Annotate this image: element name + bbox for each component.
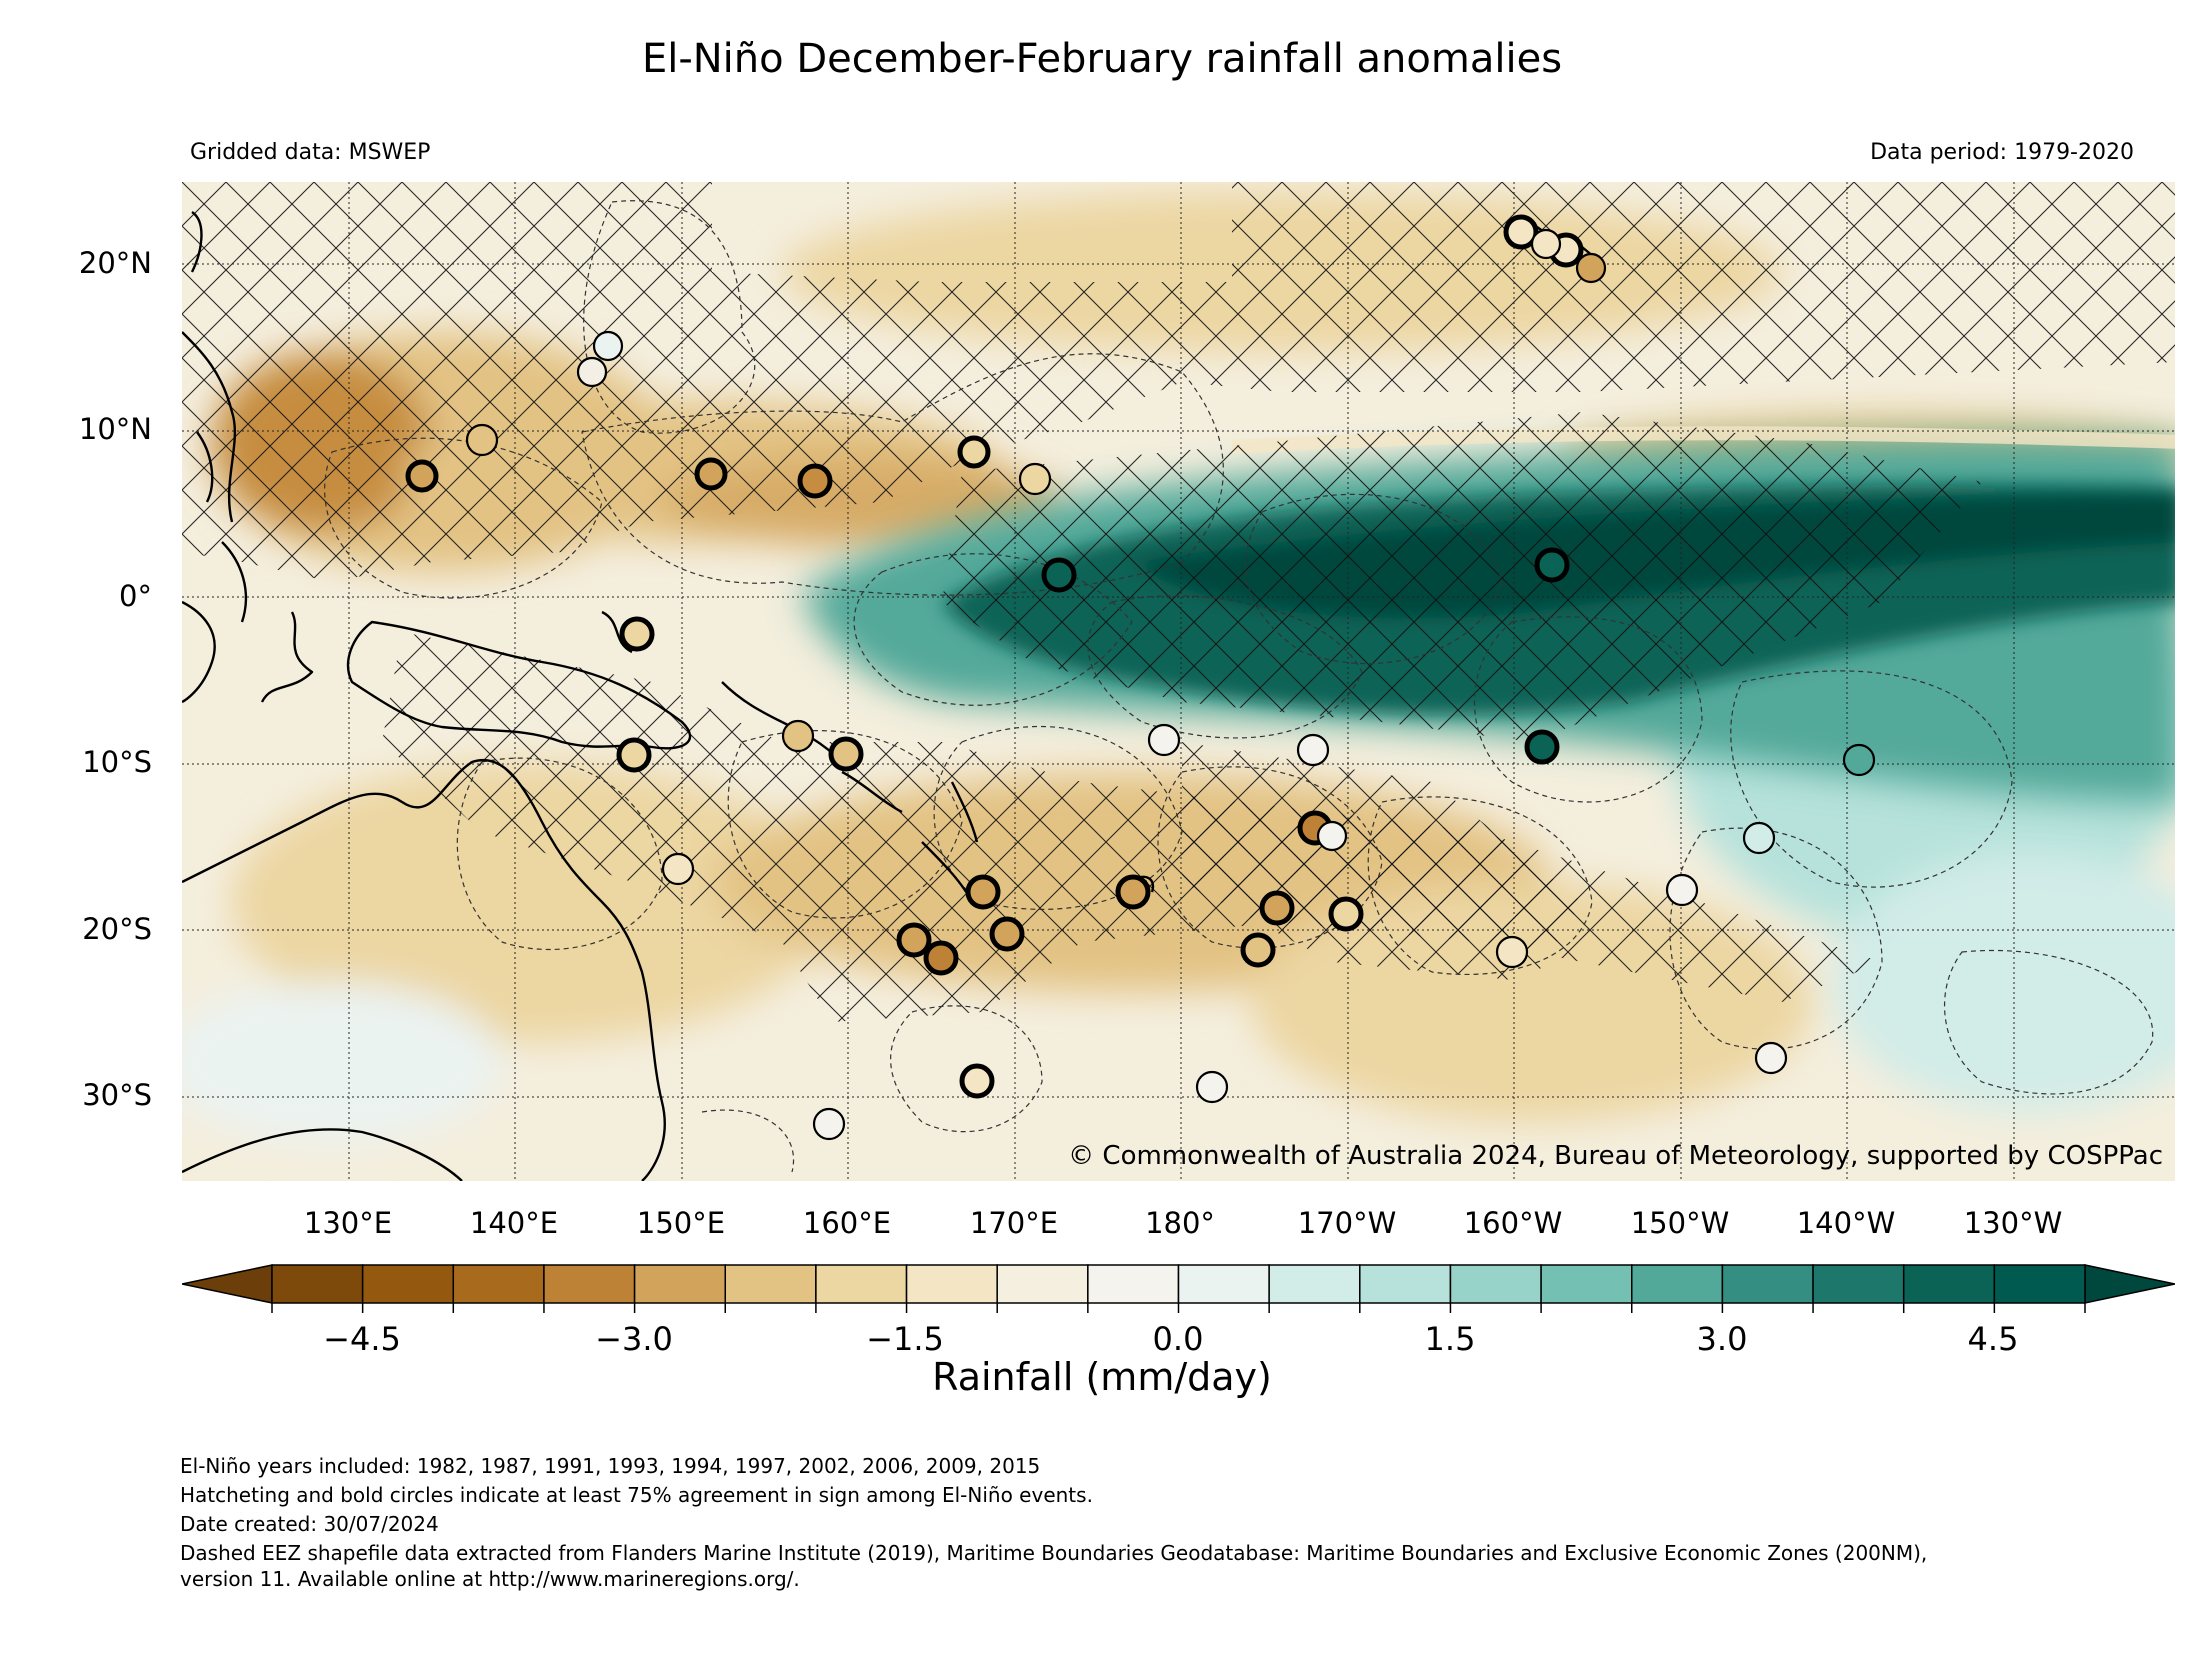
eez-boundaries: [324, 200, 2154, 1173]
lon-label-180: 180°: [1145, 1206, 1215, 1240]
colorbar-svg: [181, 1264, 2176, 1313]
colorbar-bin: [271, 1264, 364, 1304]
colorbar-bin: [1721, 1264, 1814, 1304]
footer-eez-source: Dashed EEZ shapefile data extracted from…: [180, 1541, 1928, 1565]
colorbar-tick-label: 3.0: [1696, 1320, 1748, 1358]
colorbar-bin: [1540, 1264, 1633, 1304]
footer-eez-source-cont: version 11. Available online at http://w…: [180, 1567, 800, 1591]
lat-label-10n: 10°N: [78, 412, 152, 446]
colorbar-bin: [1268, 1264, 1361, 1304]
graticule: [182, 182, 2175, 1181]
lat-label-10s: 10°S: [82, 745, 152, 779]
colorbar-tick-label: −3.0: [595, 1320, 673, 1358]
lon-label-160e: 160°E: [802, 1206, 892, 1240]
lon-label-150e: 150°E: [636, 1206, 726, 1240]
lon-label-160w: 160°W: [1463, 1206, 1563, 1240]
copyright-notice: © Commonwealth of Australia 2024, Bureau…: [1068, 1141, 2163, 1171]
map-canvas: [182, 182, 2175, 1181]
lat-label-0: 0°: [119, 579, 152, 613]
lat-label-20s: 20°S: [82, 912, 152, 946]
footer-hatching-note: Hatcheting and bold circles indicate at …: [180, 1483, 1093, 1507]
colorbar-tick-label: 0.0: [1152, 1320, 1204, 1358]
colorbar-bin: [1359, 1264, 1452, 1304]
colorbar-bin: [1087, 1264, 1180, 1304]
lon-label-140e: 140°E: [469, 1206, 559, 1240]
data-source-label: Gridded data: MSWEP: [190, 140, 431, 165]
colorbar-tick-label: 4.5: [1967, 1320, 2019, 1358]
colorbar-bin: [1449, 1264, 1542, 1304]
lon-label-130w: 130°W: [1963, 1206, 2063, 1240]
lon-label-170w: 170°W: [1297, 1206, 1397, 1240]
colorbar-bin: [452, 1264, 545, 1304]
station-bold-circles: [405, 214, 1584, 1099]
colorbar-bin: [1993, 1264, 2086, 1304]
footer-date-created: Date created: 30/07/2024: [180, 1512, 439, 1536]
colorbar-bin: [815, 1264, 908, 1304]
colorbar-bin: [1631, 1264, 1724, 1304]
colorbar-tick-label: −4.5: [323, 1320, 401, 1358]
map-title: El-Niño December-February rainfall anoma…: [641, 36, 1563, 82]
lat-label-30s: 30°S: [82, 1078, 152, 1112]
colorbar-bin: [1177, 1264, 1270, 1304]
station-markers: [405, 214, 1876, 1141]
colorbar-bin: [905, 1264, 998, 1304]
colorbar-bin: [996, 1264, 1089, 1304]
colorbar-bin: [1902, 1264, 1996, 1304]
lon-label-140w: 140°W: [1796, 1206, 1896, 1240]
rainfall-anomaly-map: © Commonwealth of Australia 2024, Bureau…: [182, 182, 2175, 1181]
hatching-agreement: [182, 182, 2175, 1022]
colorbar-bin: [1812, 1264, 1905, 1304]
colorbar-bin: [633, 1264, 727, 1304]
lon-label-150w: 150°W: [1630, 1206, 1730, 1240]
colorbar-bin: [361, 1264, 455, 1304]
lat-label-20n: 20°N: [78, 246, 152, 280]
colorbar-bin: [724, 1264, 817, 1304]
colorbar: [181, 1261, 2176, 1331]
station-thin-circles: [465, 228, 1876, 1141]
lon-label-130e: 130°E: [303, 1206, 393, 1240]
colorbar-tick-label: −1.5: [866, 1320, 944, 1358]
colorbar-extend-low: [181, 1264, 273, 1304]
lon-label-170e: 170°E: [969, 1206, 1059, 1240]
colorbar-bin: [543, 1264, 636, 1304]
footer-el-nino-years: El-Niño years included: 1982, 1987, 1991…: [180, 1454, 1041, 1478]
colorbar-title: Rainfall (mm/day): [932, 1355, 1272, 1399]
colorbar-tick-label: 1.5: [1424, 1320, 1476, 1358]
data-period-label: Data period: 1979-2020: [1870, 140, 2134, 165]
colorbar-extend-high: [2084, 1264, 2176, 1304]
